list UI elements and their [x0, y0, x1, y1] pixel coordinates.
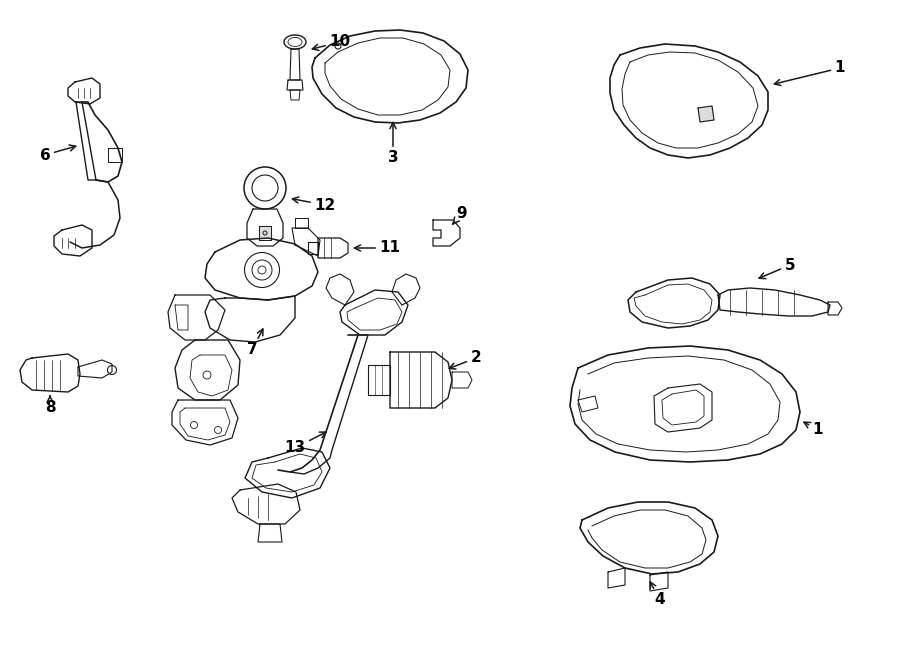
Polygon shape — [172, 400, 238, 445]
Text: 12: 12 — [292, 197, 336, 212]
Text: 10: 10 — [312, 34, 351, 50]
Polygon shape — [392, 274, 420, 305]
Polygon shape — [628, 278, 720, 328]
Polygon shape — [608, 568, 625, 588]
Polygon shape — [610, 44, 768, 158]
Polygon shape — [698, 106, 714, 122]
Polygon shape — [318, 238, 348, 258]
Polygon shape — [570, 346, 800, 462]
Polygon shape — [245, 448, 330, 498]
Polygon shape — [340, 290, 408, 335]
Polygon shape — [205, 238, 318, 300]
Polygon shape — [290, 49, 300, 80]
Text: 11: 11 — [355, 241, 400, 256]
Polygon shape — [312, 30, 468, 123]
Polygon shape — [259, 226, 271, 240]
Polygon shape — [168, 295, 225, 340]
Polygon shape — [452, 372, 472, 388]
Polygon shape — [308, 242, 318, 254]
Polygon shape — [433, 220, 460, 246]
Polygon shape — [78, 360, 112, 378]
Polygon shape — [247, 209, 283, 246]
Text: 5: 5 — [759, 258, 796, 279]
Polygon shape — [76, 102, 96, 180]
Text: 1: 1 — [804, 422, 824, 438]
Polygon shape — [108, 148, 122, 162]
Text: 8: 8 — [45, 396, 55, 416]
Text: 1: 1 — [774, 61, 845, 85]
Text: 4: 4 — [650, 582, 665, 607]
Text: 6: 6 — [40, 145, 76, 163]
Polygon shape — [368, 365, 390, 395]
Polygon shape — [205, 296, 295, 342]
Text: 13: 13 — [284, 432, 326, 455]
Polygon shape — [232, 484, 300, 524]
Polygon shape — [295, 218, 308, 228]
Polygon shape — [292, 228, 320, 256]
Polygon shape — [828, 302, 842, 315]
Polygon shape — [258, 524, 282, 542]
Polygon shape — [175, 340, 240, 400]
Polygon shape — [20, 354, 80, 392]
Text: 2: 2 — [449, 350, 482, 369]
Polygon shape — [326, 274, 354, 305]
Polygon shape — [54, 225, 92, 256]
Polygon shape — [718, 288, 830, 316]
Polygon shape — [68, 78, 100, 104]
Polygon shape — [287, 80, 303, 90]
Polygon shape — [580, 502, 718, 574]
Polygon shape — [390, 352, 452, 408]
Text: 9: 9 — [453, 206, 467, 224]
Polygon shape — [654, 384, 712, 432]
Text: 3: 3 — [388, 122, 399, 165]
Text: 7: 7 — [247, 329, 263, 358]
Polygon shape — [290, 90, 300, 100]
Polygon shape — [650, 572, 668, 591]
Polygon shape — [578, 396, 598, 412]
